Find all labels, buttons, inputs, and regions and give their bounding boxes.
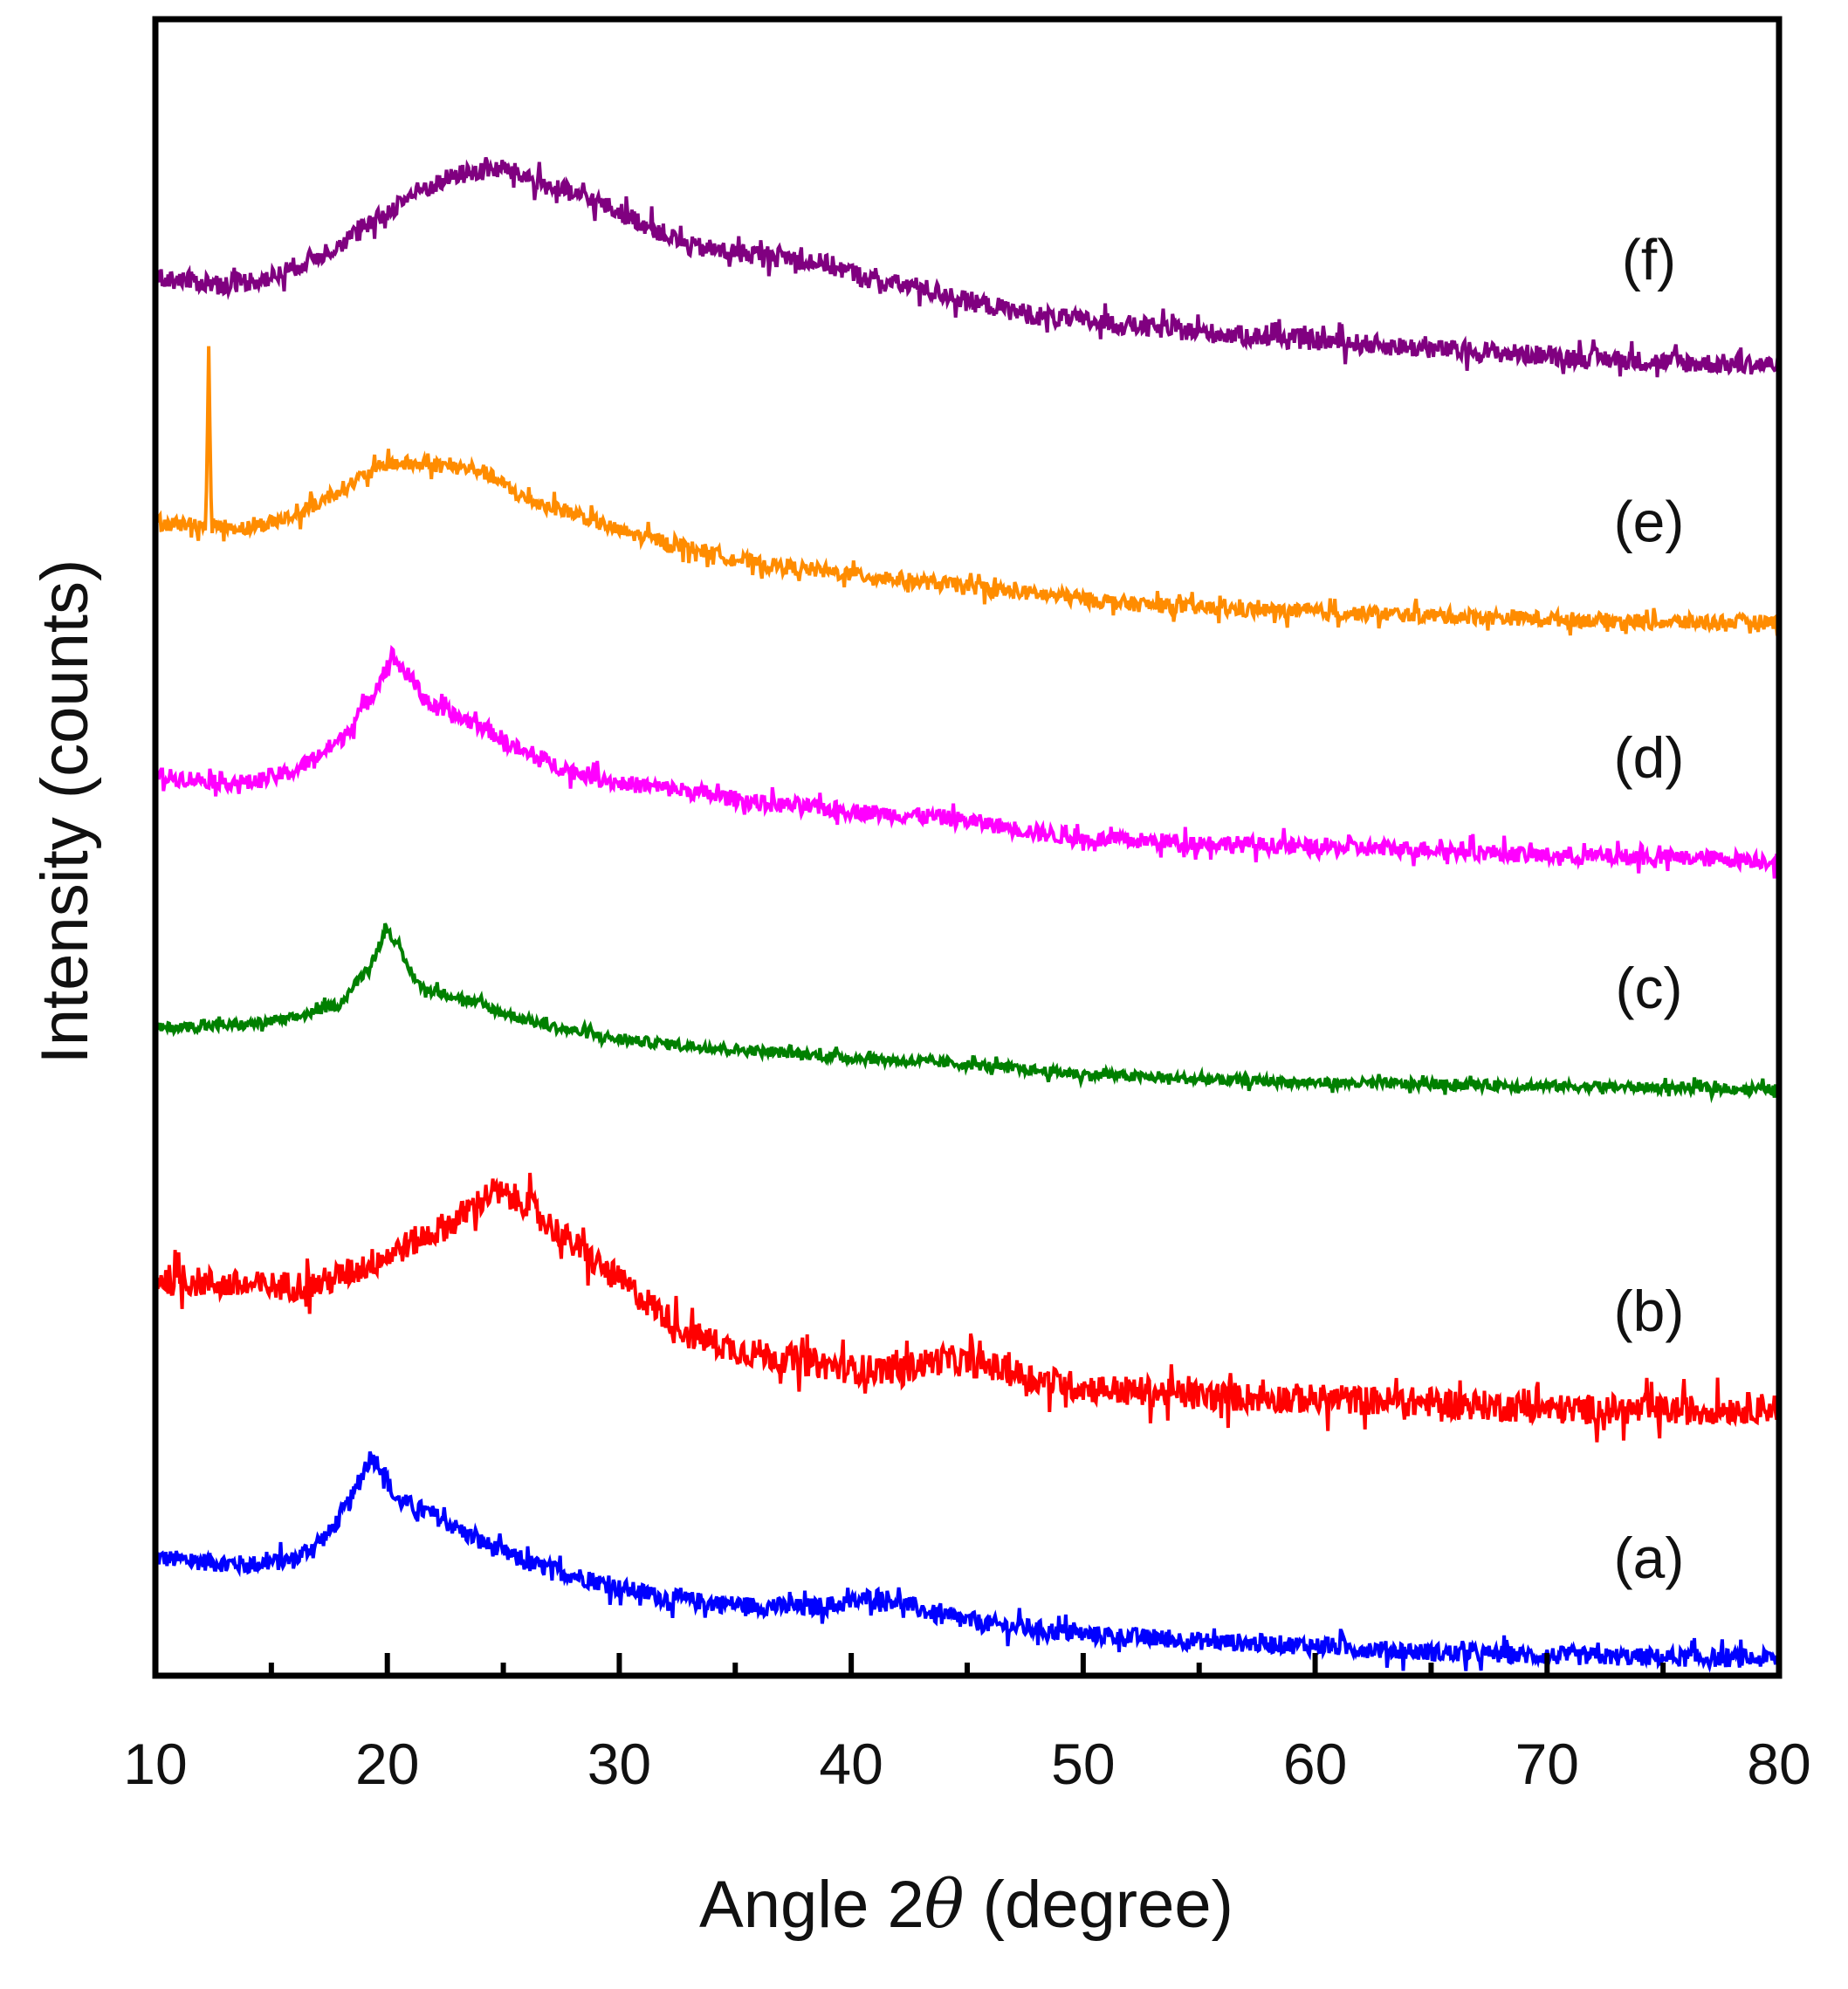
curve-labels: (a) (b) (c) (d) (e) (f) — [1614, 227, 1685, 1590]
curve-label-e: (e) — [1614, 490, 1685, 554]
series-line-e — [154, 346, 1781, 637]
x-tick-label: 20 — [355, 1732, 419, 1796]
x-axis-title: Angle 2θ (degree) — [699, 1865, 1233, 1943]
series-line-c — [154, 922, 1781, 1104]
x-tick-label: 40 — [819, 1732, 883, 1796]
plot-frame — [152, 16, 1783, 1679]
curve-label-f: (f) — [1622, 227, 1676, 291]
x-axis-tick-labels: 10 20 30 40 50 60 70 80 — [123, 1732, 1810, 1796]
series-line-a — [155, 1451, 1781, 1673]
series-line-d — [155, 644, 1781, 879]
series-line-b — [154, 1172, 1781, 1443]
x-tick-label: 10 — [123, 1732, 187, 1796]
series-layer — [154, 156, 1781, 1673]
x-tick-label: 50 — [1051, 1732, 1115, 1796]
x-tick-label: 30 — [587, 1732, 651, 1796]
x-tick-label: 70 — [1515, 1732, 1579, 1796]
x-tick-label: 60 — [1283, 1732, 1347, 1796]
x-tick-label: 80 — [1747, 1732, 1810, 1796]
x-axis-title-theta: θ — [924, 1865, 965, 1943]
curve-label-a: (a) — [1614, 1526, 1685, 1590]
x-axis-title-suffix: (degree) — [965, 1868, 1233, 1942]
y-axis-title: Intensity (counts) — [28, 559, 102, 1065]
x-axis-title-prefix: Angle 2 — [699, 1868, 924, 1942]
curve-label-d: (d) — [1614, 725, 1685, 790]
curve-label-c: (c) — [1616, 956, 1683, 1020]
curve-label-b: (b) — [1614, 1279, 1685, 1343]
series-line-f — [154, 156, 1781, 378]
